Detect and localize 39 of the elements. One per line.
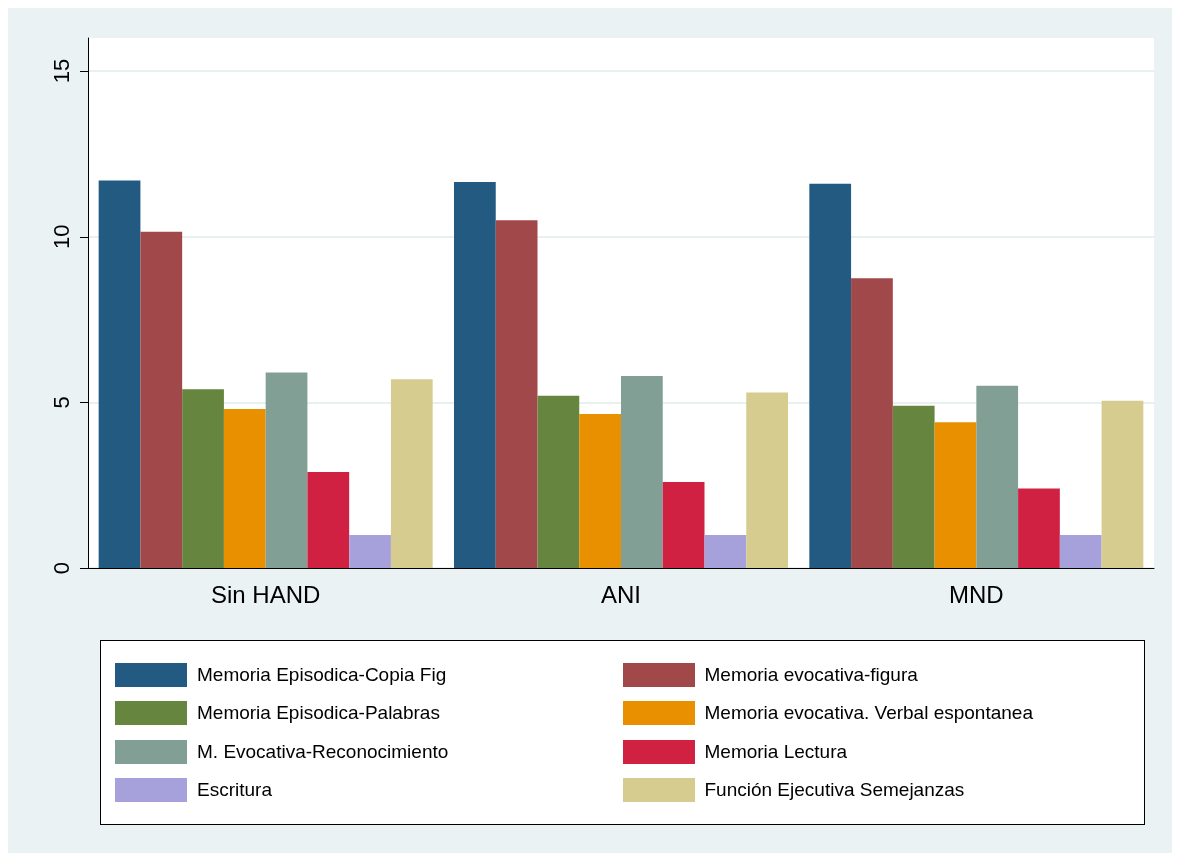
bar	[453, 182, 496, 568]
x-tick-label: MND	[949, 580, 1004, 608]
bar	[140, 231, 183, 568]
legend-label: Escritura	[197, 778, 272, 801]
legend-label: Memoria Episodica-Palabras	[197, 702, 440, 725]
legend-label: Memoria Episodica-Copia Fig	[197, 664, 447, 687]
x-tick-label: ANI	[600, 580, 642, 608]
bar	[1059, 534, 1102, 568]
bar	[390, 379, 433, 568]
y-tick-label: 15	[48, 58, 74, 84]
bar	[704, 534, 747, 568]
x-tick-label: Sin HAND	[210, 580, 321, 608]
y-tick-label: 0	[48, 561, 74, 575]
bar	[892, 405, 935, 568]
bar	[621, 375, 663, 568]
legend-label: M. Evocativa-Reconocimiento	[197, 740, 449, 763]
bar	[934, 422, 977, 568]
bar	[579, 413, 621, 568]
legend-label: Memoria Lectura	[704, 740, 848, 763]
legend-label: Memoria evocativa-figura	[704, 664, 918, 687]
bar	[495, 220, 538, 568]
bar	[307, 471, 350, 568]
bar	[851, 278, 893, 568]
bar	[662, 481, 705, 568]
y-tick-label: 5	[48, 396, 74, 409]
legend-label: Función Ejecutiva Semejanzas	[704, 778, 965, 801]
bar	[746, 392, 789, 568]
bar	[182, 389, 224, 568]
bar	[537, 395, 580, 568]
bar	[1018, 488, 1060, 568]
bar	[265, 372, 308, 568]
bar	[223, 409, 266, 568]
bar	[976, 385, 1019, 568]
bar	[1101, 400, 1144, 568]
bar	[98, 180, 141, 568]
y-tick-label: 10	[48, 224, 74, 249]
legend-label: Memoria evocativa. Verbal espontanea	[704, 702, 1033, 725]
bar	[349, 534, 391, 568]
bar	[809, 183, 852, 568]
